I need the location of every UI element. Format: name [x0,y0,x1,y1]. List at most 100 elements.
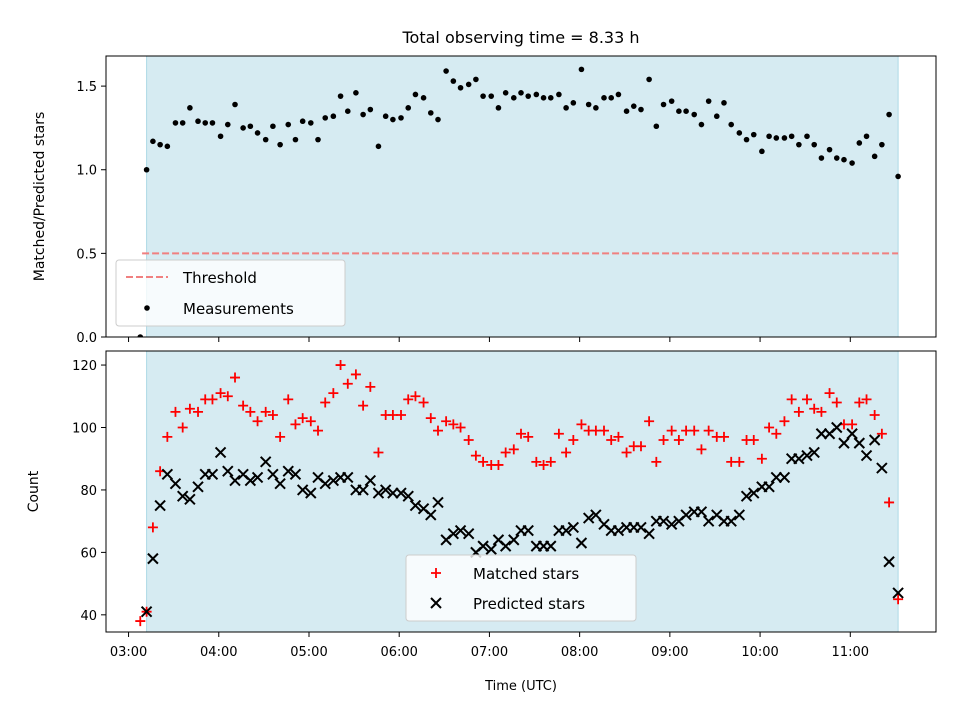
data-point [353,89,359,96]
legend-box [405,554,637,622]
data-point [215,388,226,399]
data-point [635,441,646,452]
data-point [390,116,396,123]
data-point [871,153,878,160]
data-point [285,121,292,128]
data-point [525,93,532,99]
data-point [425,413,436,424]
data-point [518,89,524,96]
data-point [137,334,144,337]
data-point [162,431,173,442]
data-point [508,444,519,455]
data-point [262,136,269,143]
data-point [773,135,780,141]
data-point [335,360,346,371]
data-point [418,397,429,408]
data-point [420,95,427,101]
data-point [412,91,419,98]
data-point [811,141,818,148]
data-point [638,106,644,113]
data-point [409,499,422,512]
data-point [441,416,452,427]
data-point [135,616,146,627]
data-point [150,138,156,145]
data-point [290,419,301,430]
data-point [360,111,366,118]
data-point [585,101,592,108]
data-point [779,416,790,427]
data-point [313,425,324,436]
data-point [673,434,684,445]
data-point [259,456,272,468]
x-tick-label: 07:00 [471,645,508,660]
data-point [270,123,276,130]
data-point [247,123,254,130]
data-point [868,434,881,446]
x-tick-label: 09:00 [651,645,688,660]
data-point [854,397,865,408]
x-tick-label: 04:00 [200,645,237,660]
data-point [606,434,617,445]
data-point [367,106,374,113]
x-tick-label: 05:00 [290,645,327,660]
data-point [202,120,209,126]
data-point [533,91,540,98]
data-point [763,481,775,493]
data-point [718,431,729,442]
data-point [289,468,302,481]
data-point [869,410,880,421]
legend: Threshold Measurements [115,259,346,327]
data-point [485,543,497,555]
data-point [395,487,407,499]
data-point [883,556,895,568]
data-point [651,456,662,467]
data-point [646,76,652,83]
data-point [267,410,278,421]
data-point [222,465,234,477]
legend-label: Threshold [182,269,257,287]
data-point [320,397,331,408]
ratio-panel: 0.0 0.5 1.0 1.5 Matched/Predicted stars Thres… [32,55,937,346]
data-point [299,118,306,125]
data-point [217,133,224,140]
data-point [207,394,218,405]
data-point [488,93,495,99]
data-point [292,136,299,143]
data-point [676,108,682,114]
data-point [612,524,625,537]
data-point [454,524,467,537]
data-point [222,391,233,402]
y-tick-label: 100 [72,421,97,436]
data-point [613,431,624,442]
data-point [582,512,595,524]
data-point [608,95,615,101]
data-point [793,453,805,465]
data-point [161,468,174,481]
data-point [788,133,795,140]
data-point [599,425,609,436]
y-tick-label: 60 [80,546,97,561]
data-point [876,428,887,439]
data-point [358,400,369,411]
data-point [410,391,421,402]
data-point [344,108,351,114]
data-point [781,135,788,141]
data-point [296,484,309,496]
data-point [660,101,667,108]
data-point [578,66,585,73]
data-point [838,437,850,449]
data-point [570,100,577,106]
data-point [477,540,489,552]
data-point [282,465,294,477]
x-tick-label: 10:00 [741,645,778,660]
legend-label: Measurements [183,300,294,318]
data-point [847,419,858,430]
data-point [590,509,602,521]
data-point [593,105,599,111]
data-point [192,481,204,493]
data-point [853,437,866,449]
data-point [522,524,534,537]
data-point [895,173,901,180]
data-point [143,166,150,173]
data-point [140,605,153,618]
